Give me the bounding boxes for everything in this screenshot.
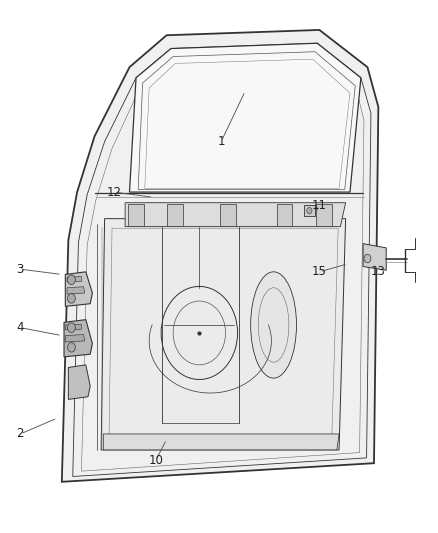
Text: 15: 15	[312, 265, 327, 278]
Circle shape	[307, 207, 312, 214]
Polygon shape	[167, 204, 183, 226]
Polygon shape	[65, 272, 92, 306]
Text: 11: 11	[312, 199, 327, 212]
Polygon shape	[65, 335, 85, 342]
Polygon shape	[67, 287, 85, 294]
Polygon shape	[65, 325, 81, 330]
Circle shape	[364, 254, 371, 263]
Polygon shape	[130, 43, 361, 192]
Polygon shape	[62, 30, 378, 482]
Polygon shape	[277, 204, 292, 226]
Polygon shape	[67, 277, 81, 282]
Polygon shape	[316, 204, 332, 226]
Circle shape	[67, 343, 75, 352]
Text: 2: 2	[17, 427, 24, 440]
Polygon shape	[101, 219, 346, 450]
Circle shape	[67, 294, 75, 303]
Text: 12: 12	[107, 185, 122, 199]
Text: 4: 4	[17, 321, 24, 334]
Circle shape	[67, 275, 75, 285]
Circle shape	[67, 323, 75, 333]
Ellipse shape	[251, 272, 297, 378]
Polygon shape	[220, 204, 236, 226]
Polygon shape	[64, 320, 92, 357]
Bar	[304, 205, 315, 216]
Polygon shape	[103, 434, 339, 450]
Text: 13: 13	[371, 265, 386, 278]
Text: 3: 3	[17, 263, 24, 276]
Polygon shape	[128, 204, 144, 226]
Polygon shape	[68, 365, 90, 399]
Polygon shape	[363, 244, 386, 270]
Text: 10: 10	[148, 454, 163, 467]
Text: 1: 1	[217, 135, 225, 148]
Polygon shape	[125, 203, 346, 227]
